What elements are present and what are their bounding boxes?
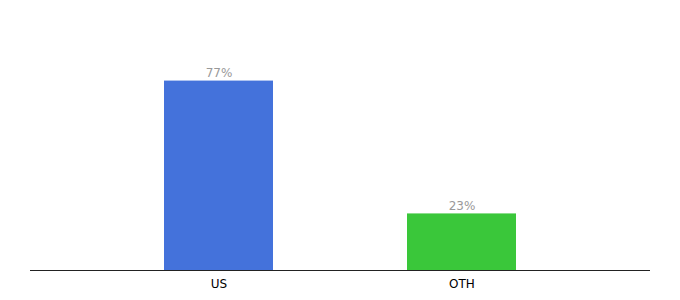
svg-text:23%: 23%: [449, 199, 476, 213]
svg-text:77%: 77%: [206, 66, 233, 80]
svg-text:US: US: [211, 277, 227, 291]
svg-text:OTH: OTH: [449, 277, 475, 291]
